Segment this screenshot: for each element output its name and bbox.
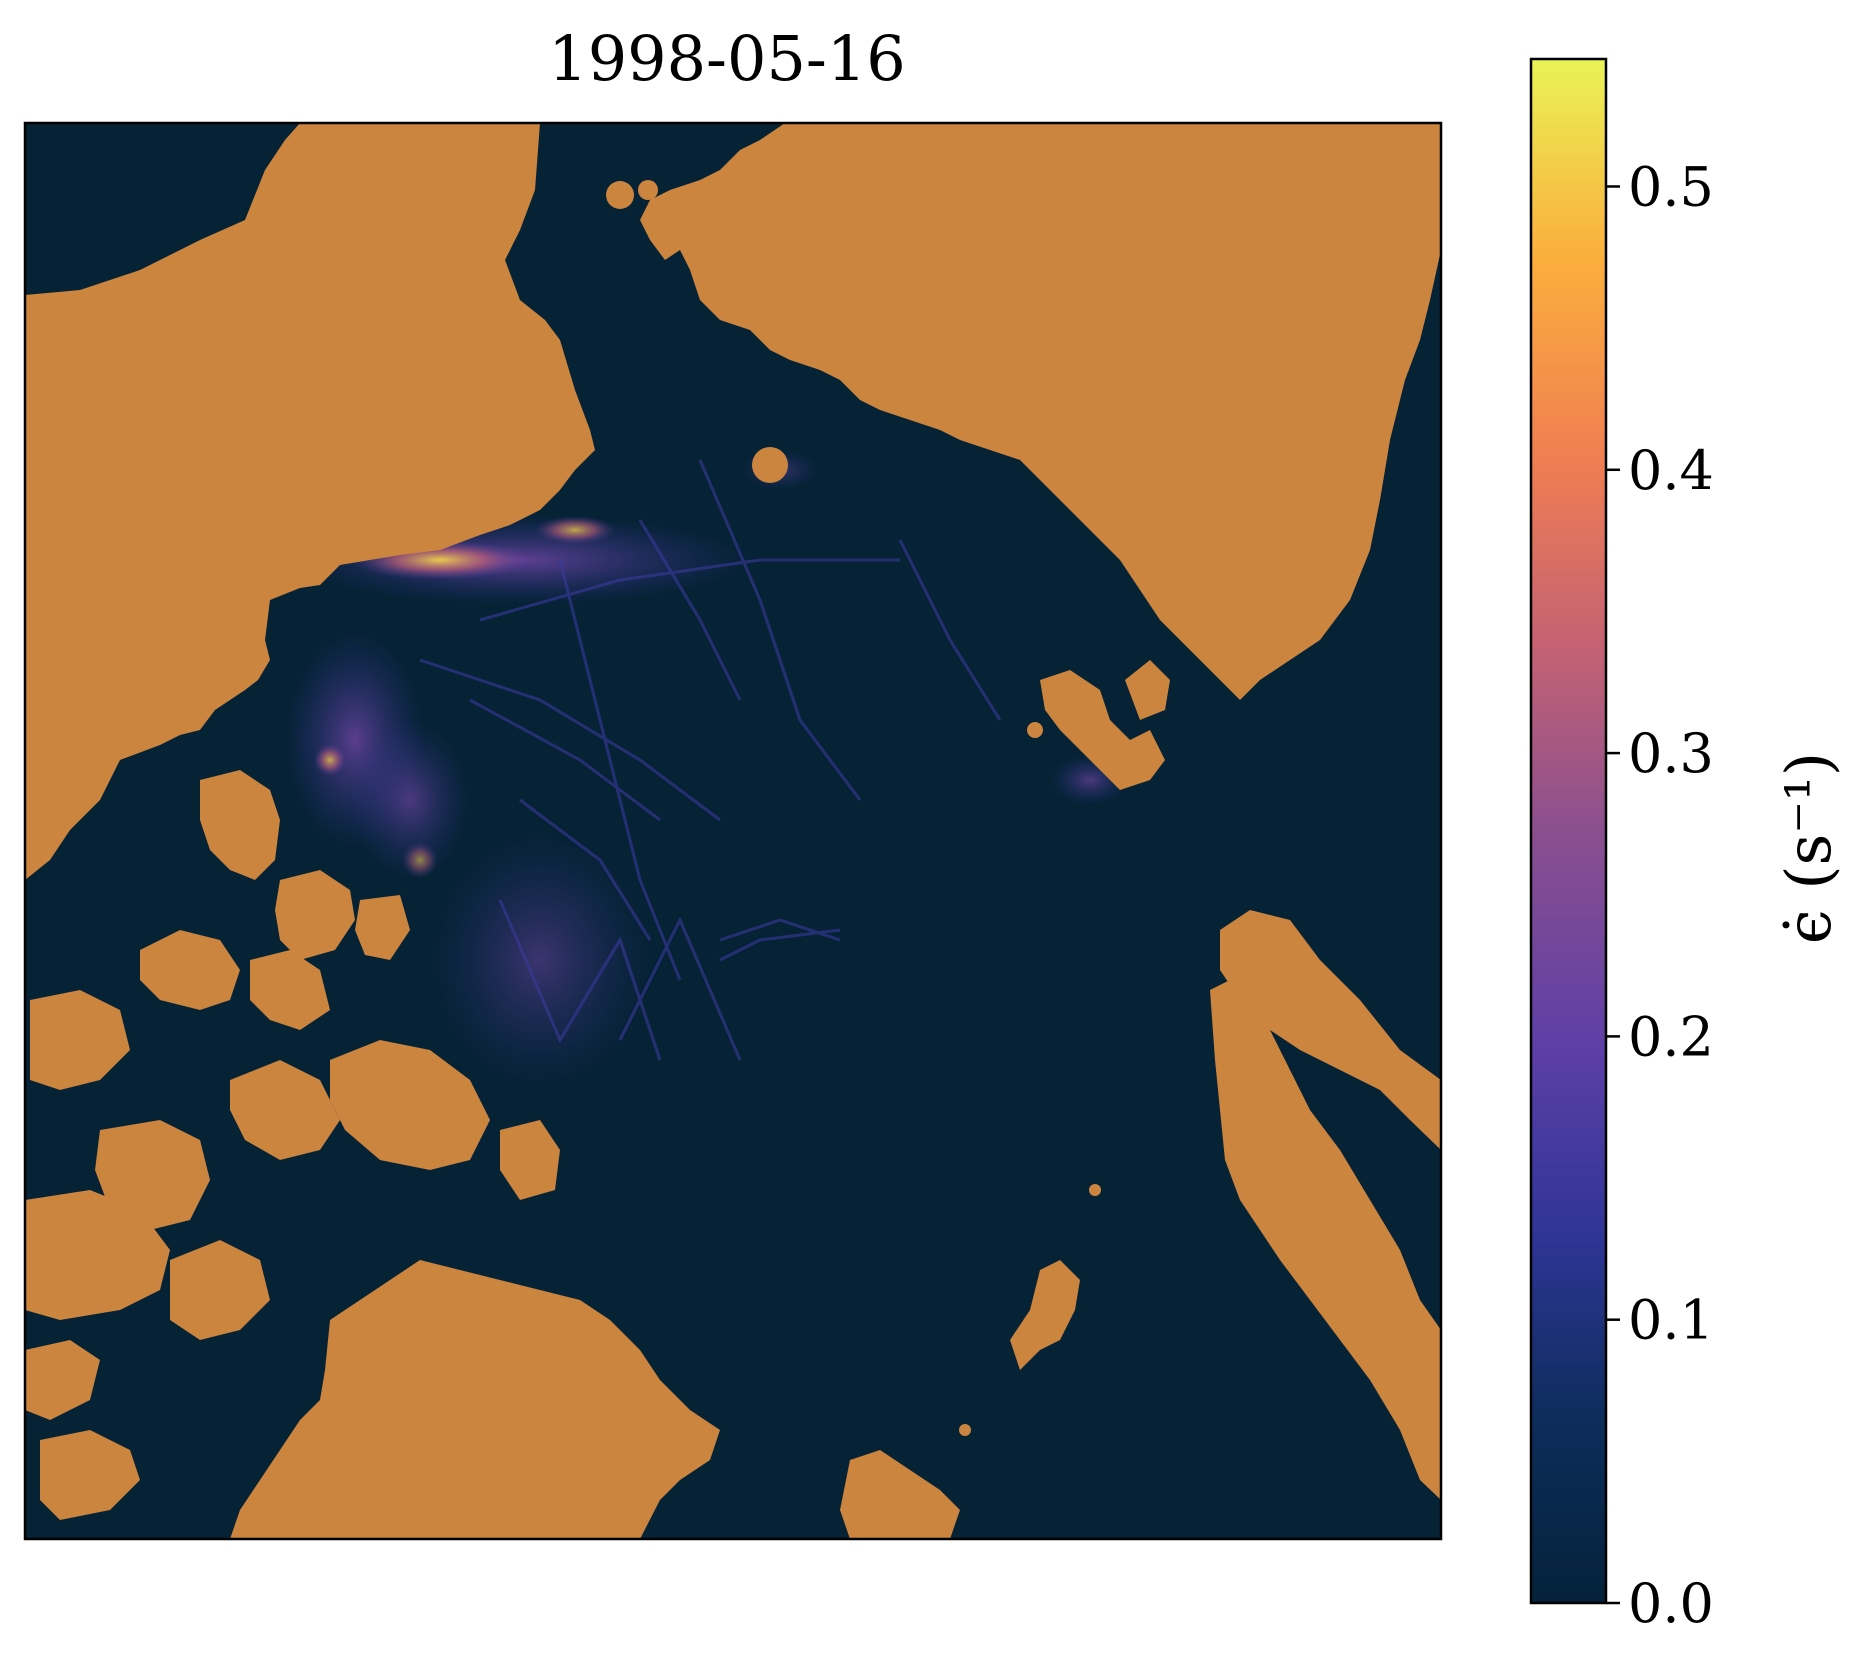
colorbar-tick-label: 0.4 xyxy=(1628,439,1714,502)
colorbar-tick-label: 0.3 xyxy=(1628,722,1714,785)
colorbar-tick-label: 0.2 xyxy=(1628,1005,1714,1068)
map-frame xyxy=(23,121,1443,1541)
colorbar-tick-label: 0.0 xyxy=(1628,1572,1714,1635)
colorbar-ticks: 0.0 0.1 0.2 0.3 0.4 0.5 xyxy=(1606,155,1714,1635)
colorbar-tick-label: 0.5 xyxy=(1628,155,1714,218)
colorbar-label: ϵ̇ (s⁻¹) xyxy=(1772,752,1845,944)
land xyxy=(25,123,1441,1539)
map-panel xyxy=(25,123,1441,1539)
colorbar: 0.0 0.1 0.2 0.3 0.4 0.5 ϵ̇ (s⁻¹) xyxy=(1529,57,1845,1635)
map-title: 1998-05-16 xyxy=(548,22,905,95)
colorbar-tick-label: 0.1 xyxy=(1628,1289,1714,1352)
colorbar-bar xyxy=(1529,57,1608,1605)
